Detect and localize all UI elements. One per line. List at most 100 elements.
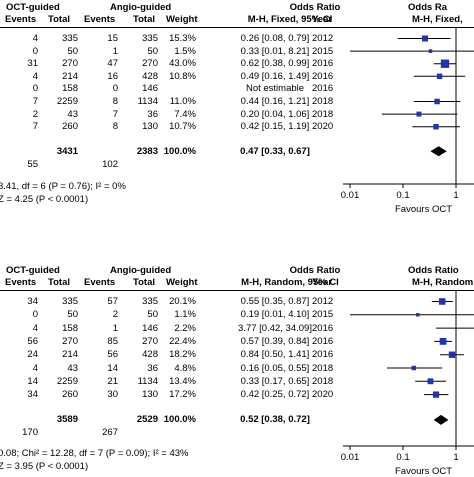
total2-header: Total (133, 277, 155, 288)
events2-cell: 47 (107, 58, 118, 70)
weight-cell: 18.2% (169, 349, 196, 361)
ci-cell: 3.77 [0.42, 34.09] (238, 322, 312, 334)
total2-sum: 2529 (136, 414, 158, 426)
events1-cell: 34 (27, 296, 38, 307)
group1-header: OCT-guided (6, 2, 60, 13)
total2-cell: 146 (142, 322, 158, 334)
events1-cell: 14 (27, 375, 38, 387)
total1-cell: 270 (62, 335, 78, 347)
study-marker (428, 49, 433, 53)
year-header: Year (312, 14, 333, 25)
study-marker (448, 351, 456, 358)
study-marker (436, 73, 443, 80)
ci-cell: 0.42 [0.15, 1.19] (240, 121, 310, 133)
events2-cell: 16 (107, 70, 118, 82)
total1-cell: 260 (62, 121, 78, 133)
total1-cell: 270 (62, 58, 78, 70)
total2-cell: 130 (142, 121, 158, 133)
total2-cell: 50 (147, 45, 158, 57)
odds-ratio-header: Odds Ratio (289, 265, 341, 276)
overall-test-text: Z = 4.25 (P < 0.0001) (0, 194, 89, 205)
ci-header: M-H, Random, 95% CI (241, 277, 339, 288)
events2-cell: 15 (107, 33, 118, 44)
year-cell: 2016 (312, 322, 334, 334)
x-tick-label: 0.1 (396, 452, 410, 463)
pooled-diamond (430, 146, 447, 157)
ci-cell: 0.26 [0.08, 0.79] (240, 33, 310, 44)
weight-cell: 2.2% (174, 322, 196, 334)
events1-cell: 0 (32, 45, 38, 57)
ci-cell: 0.49 [0.16, 1.49] (240, 70, 310, 82)
total2-cell: 36 (147, 108, 158, 120)
total1-cell: 158 (62, 83, 78, 95)
total1-cell: 50 (67, 45, 78, 57)
plot-ci-header: M-H, Random, (412, 277, 474, 288)
events1-sum: 170 (22, 427, 38, 439)
year-cell: 2012 (312, 33, 334, 44)
total1-header: Total (48, 277, 70, 288)
heterogeneity-text: 0.08; Chi² = 12.28, df = 7 (P = 0.09); I… (0, 448, 189, 459)
events1-header: Events (5, 14, 37, 25)
study-marker (432, 391, 440, 398)
weight-cell: 17.2% (169, 389, 196, 401)
weight-header: Weight (166, 14, 198, 25)
study-marker (439, 338, 447, 345)
year-cell: 2018 (312, 108, 334, 120)
events2-cell: 85 (107, 335, 118, 347)
study-marker (440, 59, 450, 68)
total1-cell: 260 (62, 389, 78, 401)
total2-cell: 36 (147, 362, 158, 374)
events2-sum: 267 (102, 427, 118, 439)
weight-cell: 4.8% (174, 362, 196, 374)
events1-cell: 56 (27, 335, 38, 347)
events1-cell: 4 (32, 322, 38, 334)
total1-cell: 214 (62, 349, 78, 361)
year-cell: 2020 (312, 121, 334, 133)
total1-cell: 43 (67, 362, 78, 374)
x-tick-label: 0.01 (340, 190, 360, 201)
study-marker (411, 365, 417, 371)
events1-cell: 4 (32, 70, 38, 82)
total2-cell: 146 (142, 83, 158, 95)
plot-odds-ratio-header: Odds Ratio (408, 265, 459, 276)
ci-cell: 0.57 [0.39, 0.84] (240, 335, 310, 347)
ci-cell: 0.20 [0.04, 1.06] (240, 108, 310, 120)
weight-cell: 7.4% (174, 108, 196, 120)
ci-header: M-H, Fixed, 95% CI (247, 14, 333, 25)
total1-cell: 335 (62, 33, 78, 44)
ci-cell: 0.33 [0.17, 0.65] (240, 375, 310, 387)
events1-header: Events (5, 277, 37, 288)
year-cell: 2015 (312, 309, 334, 321)
ci-cell: 0.19 [0.01, 4.10] (240, 309, 310, 321)
overall-test-text: Z = 3.95 (P < 0.0001) (0, 461, 89, 472)
ci-cell: 0.33 [0.01, 8.21] (240, 45, 310, 57)
group1-header: OCT-guided (6, 265, 60, 276)
total1-cell: 2259 (56, 375, 78, 387)
events1-cell: 24 (27, 349, 38, 361)
study-marker (421, 35, 429, 42)
events1-cell: 7 (32, 121, 38, 133)
year-cell: 2012 (312, 296, 334, 307)
weight-cell: 43.0% (169, 58, 196, 70)
events2-cell: 21 (107, 375, 118, 387)
ci-cell: 0.44 [0.16, 1.21] (240, 96, 310, 107)
total1-sum: 3589 (56, 414, 78, 426)
year-cell: 2016 (312, 335, 334, 347)
study-marker (438, 298, 446, 305)
total2-cell: 428 (142, 70, 158, 82)
total1-header: Total (48, 14, 70, 25)
ci-cell: 0.16 [0.05, 0.55] (240, 362, 310, 374)
total2-cell: 1134 (137, 375, 158, 387)
events1-cell: 4 (32, 33, 38, 44)
total1-cell: 50 (67, 309, 78, 321)
events2-cell: 1 (112, 45, 118, 57)
pooled-diamond (433, 414, 449, 425)
ci-cell: Not estimable (245, 83, 305, 95)
study-marker (427, 378, 434, 385)
events2-cell: 7 (112, 108, 118, 120)
year-header: Year (312, 277, 333, 288)
events2-cell: 8 (112, 96, 118, 107)
events2-cell: 0 (112, 83, 118, 95)
x-tick-label: 1 (453, 190, 459, 201)
